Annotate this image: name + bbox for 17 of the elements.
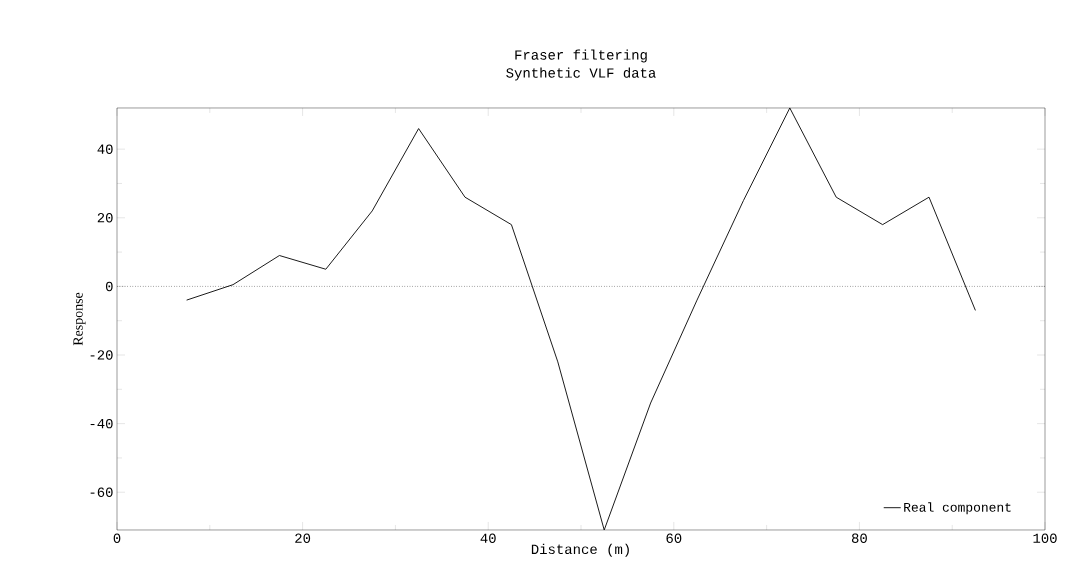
x-tick-label: 80 (851, 533, 867, 543)
x-tick-label: 20 (295, 533, 311, 543)
y-axis-title: Response (73, 292, 86, 346)
x-axis-title: Distance (m) (531, 543, 629, 557)
x-tick-label: 60 (666, 533, 682, 543)
y-tick-label: -40 (90, 418, 113, 429)
y-tick-label: 20 (97, 213, 113, 223)
x-tick-label: 40 (480, 533, 496, 543)
chart-subtitle: Synthetic VLF data (506, 67, 656, 81)
y-tick-label: -60 (90, 487, 113, 497)
legend-label: Real component (904, 502, 1011, 515)
chart-title: Fraser filtering (515, 49, 647, 63)
y-tick-label: -20 (90, 350, 113, 360)
y-tick-label: 0 (105, 281, 113, 292)
x-tick-label: 0 (113, 533, 121, 543)
x-tick-label: 100 (1033, 533, 1057, 543)
y-tick-label: 40 (97, 144, 113, 154)
